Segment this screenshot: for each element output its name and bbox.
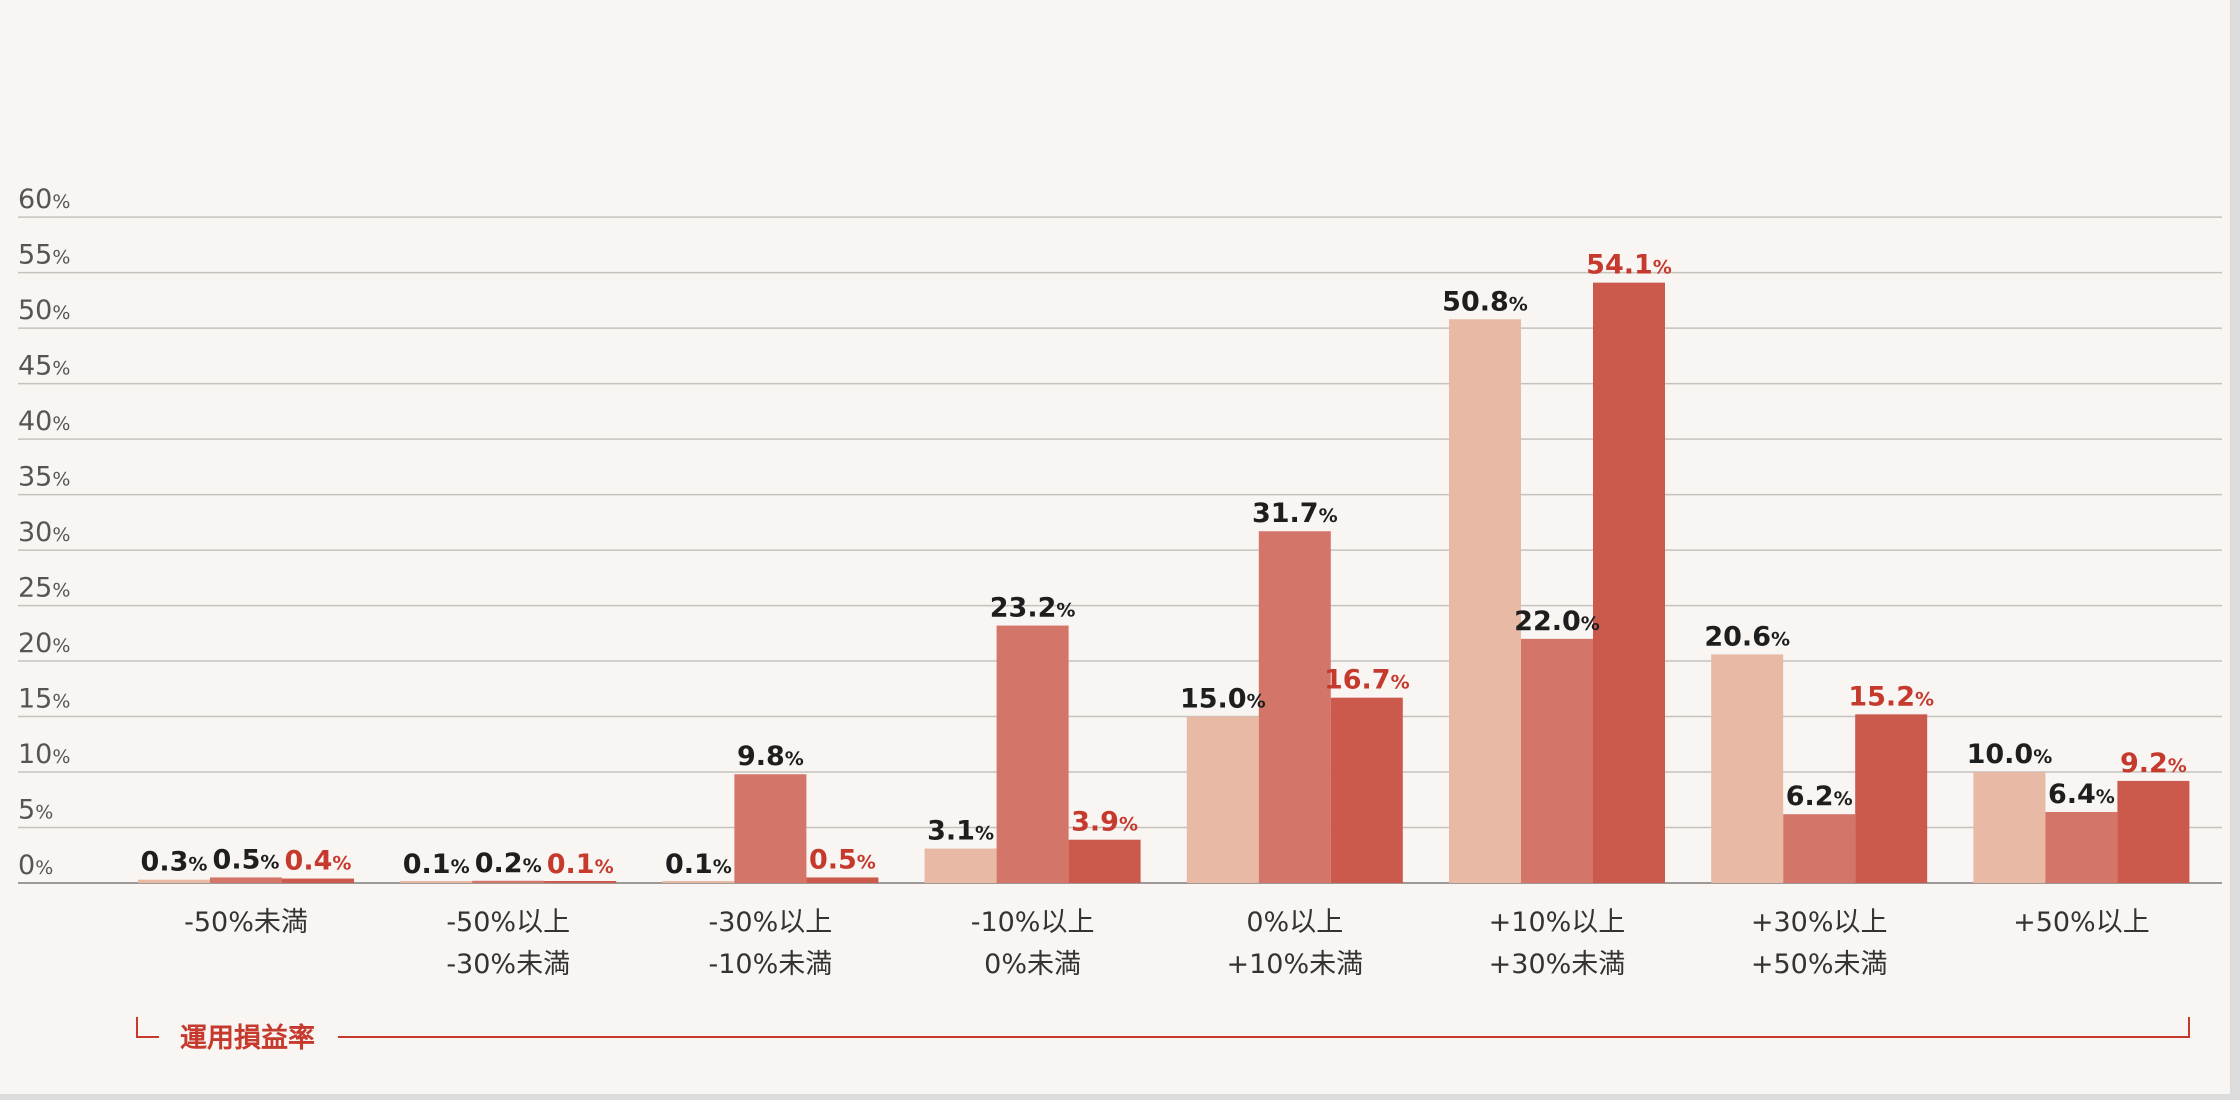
- value-label: 20.6%: [1704, 621, 1790, 652]
- bar-series-3-cat-8: [2117, 780, 2190, 883]
- value-label: 0.1%: [547, 849, 614, 880]
- y-tick-label: 40%: [18, 406, 70, 437]
- category-label: -10%未満: [709, 949, 833, 980]
- bar-series-2-cat-6: [1521, 638, 1593, 883]
- bar-series-1-cat-8: [1973, 772, 2046, 883]
- bar-series-3-cat-6: [1593, 282, 1665, 883]
- x-axis-bracket-right: [338, 1017, 2190, 1038]
- y-tick-label: 5%: [18, 795, 53, 826]
- x-axis-bracket-left: [136, 1017, 159, 1038]
- y-tick-label: 20%: [18, 628, 70, 659]
- bar-series-3-cat-2: [544, 881, 617, 883]
- bar-series-3-cat-1: [282, 878, 354, 883]
- category-label: +30%未満: [1489, 949, 1626, 980]
- y-tick-label: 30%: [18, 517, 70, 548]
- y-tick-label: 55%: [18, 240, 70, 271]
- y-tick-label: 50%: [18, 295, 70, 326]
- category-label: -50%以上: [446, 907, 570, 938]
- y-tick-label: 60%: [18, 184, 70, 215]
- bar-series-3-cat-7: [1855, 714, 1928, 883]
- category-label: +30%以上: [1751, 907, 1888, 938]
- value-label: 22.0%: [1514, 606, 1600, 637]
- value-label: 6.4%: [2048, 779, 2115, 810]
- y-tick-label: 0%: [18, 850, 53, 881]
- value-label: 0.5%: [809, 844, 876, 875]
- bar-series-2-cat-1: [210, 877, 282, 883]
- bar-series-1-cat-6: [1449, 319, 1521, 883]
- x-axis-title-group: 運用損益率: [136, 1017, 2190, 1054]
- y-tick-label: 35%: [18, 462, 70, 493]
- category-label: 0%以上: [1246, 907, 1343, 938]
- value-label: 31.7%: [1252, 498, 1338, 529]
- bar-series-1-cat-3: [662, 881, 735, 883]
- value-label: 15.0%: [1180, 684, 1266, 715]
- y-axis-ticks: 0% 5% 10% 15% 20% 25% 30% 35% 40% 45% 50% 55% 60%: [18, 184, 70, 881]
- bar-series-2-cat-3: [734, 774, 807, 883]
- bar-series-3-cat-5: [1330, 697, 1403, 883]
- value-label: 0.4%: [285, 846, 352, 877]
- bar-series-1-cat-2: [400, 881, 473, 883]
- bar-series-3-cat-4: [1068, 839, 1141, 883]
- bar-series-1-cat-5: [1186, 716, 1259, 883]
- bar-series-2-cat-4: [996, 625, 1069, 883]
- value-label: 23.2%: [990, 593, 1076, 624]
- bar-series-3-cat-3: [806, 877, 879, 883]
- category-label: -50%未満: [184, 907, 308, 938]
- x-axis-categories: -50%未満 -50%以上 -30%未満 -30%以上 -10%未満 -10%以上 0%未満…: [184, 907, 2150, 980]
- y-tick-label: 45%: [18, 351, 70, 382]
- bar-series-2-cat-5: [1258, 531, 1331, 883]
- gridlines: [18, 216, 2222, 884]
- value-label: 10.0%: [1967, 739, 2053, 770]
- category-label: +50%以上: [2013, 907, 2150, 938]
- y-tick-label: 25%: [18, 573, 70, 604]
- value-label: 3.9%: [1071, 807, 1138, 838]
- y-tick-label: 10%: [18, 739, 70, 770]
- category-label: +10%以上: [1489, 907, 1626, 938]
- category-label: -10%以上: [971, 907, 1095, 938]
- value-label: 15.2%: [1848, 681, 1934, 712]
- value-label: 9.8%: [737, 741, 804, 772]
- value-label: 3.1%: [927, 816, 994, 847]
- value-label: 6.2%: [1786, 781, 1853, 812]
- value-label: 0.3%: [141, 847, 208, 878]
- bar-series-2-cat-2: [472, 880, 545, 883]
- category-label: 0%未満: [984, 949, 1081, 980]
- x-axis-title: 運用損益率: [180, 1022, 315, 1054]
- value-labels: 0.3% 0.5% 0.4% 0.1% 0.2% 0.1% 0.1%9.8%0.5%3.1%…: [141, 250, 2187, 880]
- value-label: 0.1%: [665, 849, 732, 880]
- bar-series-2-cat-8: [2045, 811, 2118, 883]
- category-label: +50%未満: [1751, 949, 1888, 980]
- bar-series-1-cat-7: [1711, 654, 1784, 883]
- value-label: 9.2%: [2120, 748, 2187, 779]
- value-label: 54.1%: [1586, 250, 1672, 281]
- bar-series-2-cat-7: [1783, 814, 1856, 883]
- bar-series-1-cat-1: [138, 879, 210, 883]
- category-label: +10%未満: [1226, 949, 1363, 980]
- value-label: 0.5%: [213, 844, 280, 875]
- bars: [138, 282, 2190, 883]
- category-label: -30%以上: [709, 907, 833, 938]
- value-label: 0.1%: [403, 849, 470, 880]
- value-label: 50.8%: [1442, 286, 1528, 317]
- y-tick-label: 15%: [18, 684, 70, 715]
- category-label: -30%未満: [446, 949, 570, 980]
- bar-series-1-cat-4: [924, 848, 997, 883]
- value-label: 0.2%: [475, 848, 542, 879]
- value-label: 16.7%: [1324, 665, 1410, 696]
